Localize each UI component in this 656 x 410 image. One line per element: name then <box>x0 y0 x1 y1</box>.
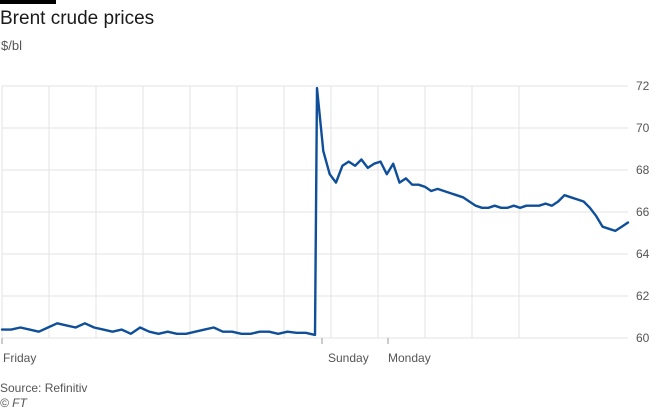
y-tick-label: 68 <box>636 163 650 177</box>
x-tick-label: Monday <box>388 351 431 365</box>
y-tick-label: 66 <box>636 205 650 219</box>
y-tick-label: 62 <box>636 289 650 303</box>
chart-title: Brent crude prices <box>0 8 155 29</box>
x-tick-label: Sunday <box>328 351 369 365</box>
unit-label: $/bl <box>1 38 22 53</box>
y-tick-label: 72 <box>636 79 650 93</box>
y-tick-label: 70 <box>636 121 650 135</box>
price-line <box>0 86 630 337</box>
x-tick-label: Friday <box>3 351 36 365</box>
brand-bar <box>0 0 56 4</box>
y-tick-label: 64 <box>636 247 650 261</box>
y-tick-label: 60 <box>636 331 650 345</box>
source-note: Source: Refinitiv <box>0 381 88 395</box>
copyright-note: © FT <box>0 396 27 410</box>
